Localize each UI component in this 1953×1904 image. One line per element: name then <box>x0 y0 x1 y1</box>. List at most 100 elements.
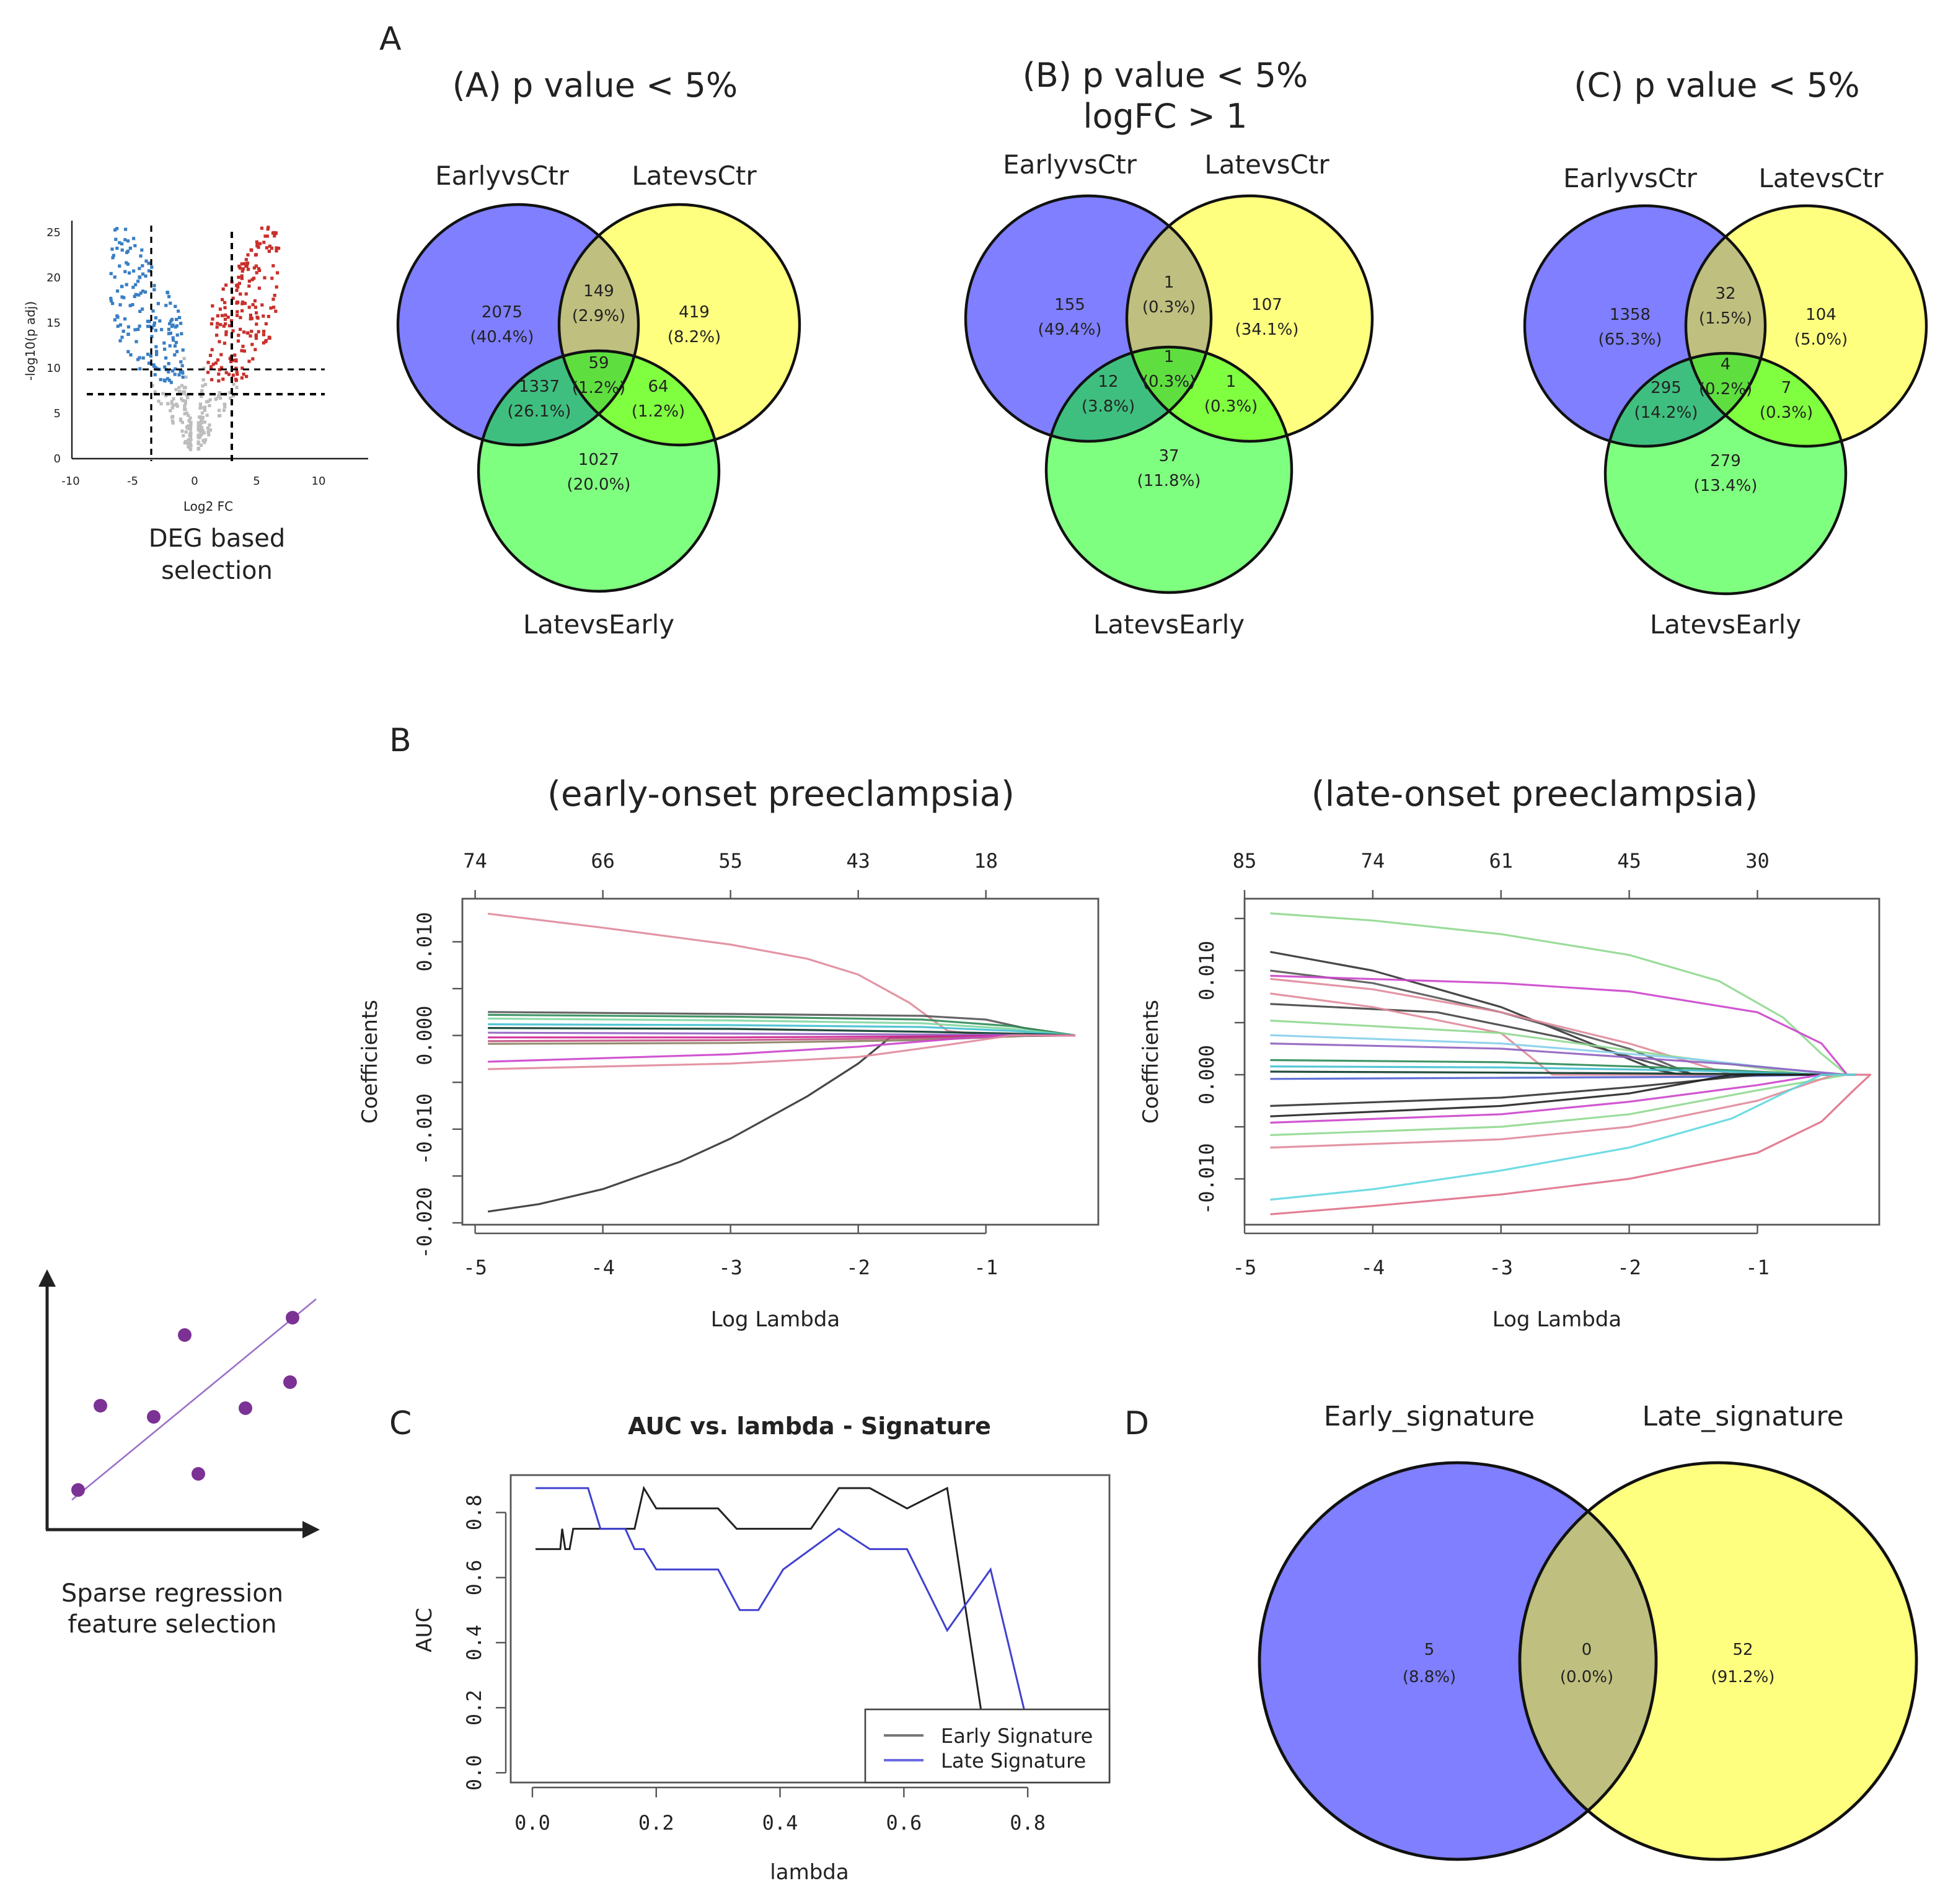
volcano-point <box>186 424 190 428</box>
volcano-point <box>240 309 244 312</box>
volcano-point <box>183 412 187 416</box>
volcano-point <box>268 244 271 248</box>
volcano-point <box>155 353 159 356</box>
y-tick-label: -0.010 <box>413 1093 436 1165</box>
volcano-point <box>237 281 241 285</box>
volcano-point <box>118 264 121 268</box>
volcano-point <box>237 275 240 279</box>
volcano-point <box>124 227 128 231</box>
venn-region-count: 4 <box>1721 355 1731 374</box>
venn-region-percent: (2.9%) <box>572 307 625 325</box>
volcano-point <box>218 391 221 395</box>
sparse-regression-illustration <box>38 1269 320 1538</box>
volcano-point <box>223 306 227 309</box>
volcano-point <box>277 247 281 250</box>
volcano-point <box>218 368 221 372</box>
volcano-point <box>196 426 200 430</box>
volcano-point <box>216 322 219 325</box>
volcano-point <box>206 371 210 374</box>
venn-region-percent: (1.5%) <box>1699 309 1752 328</box>
volcano-point <box>155 350 159 353</box>
volcano-point <box>217 379 221 383</box>
volcano-point <box>170 406 174 410</box>
volcano-point <box>120 242 124 245</box>
volcano-point <box>109 296 113 300</box>
x-tick-label: -1 <box>1745 1256 1770 1279</box>
volcano-point <box>265 246 268 250</box>
venn-title: (C) p value < 5% <box>1574 66 1859 105</box>
venn-region-count: 7 <box>1781 379 1792 397</box>
x-tick-label: 5 <box>253 475 260 488</box>
panel-letter-c: C <box>389 1405 412 1442</box>
auc-line-late <box>536 1487 1026 1712</box>
coefficient-path <box>488 1034 1075 1070</box>
volcano-point <box>149 354 152 358</box>
volcano-point <box>235 386 239 389</box>
volcano-point <box>180 430 184 433</box>
volcano-point <box>223 317 227 321</box>
y-tick-label: 0.6 <box>462 1559 486 1595</box>
venn-region-count: 1 <box>1226 372 1237 391</box>
volcano-point <box>222 408 226 412</box>
volcano-point <box>134 340 138 343</box>
volcano-point <box>216 358 220 362</box>
volcano-point <box>141 307 144 311</box>
volcano-point <box>160 328 164 332</box>
volcano-point <box>238 266 242 270</box>
volcano-point <box>224 313 227 317</box>
y-tick-label: 0.4 <box>462 1624 486 1660</box>
venn-circle-latevsearly <box>478 351 719 591</box>
volcano-point <box>118 323 122 327</box>
volcano-point <box>128 271 131 275</box>
volcano-point <box>189 421 193 425</box>
volcano-point <box>134 293 138 296</box>
volcano-point <box>121 329 125 333</box>
volcano-point <box>168 322 172 325</box>
volcano-point <box>240 262 244 266</box>
volcano-point <box>182 434 185 438</box>
venn-region-percent: (34.1%) <box>1235 320 1299 339</box>
volcano-point <box>180 384 184 387</box>
x-tick-label: 10 <box>312 475 326 488</box>
volcano-point <box>200 421 204 425</box>
coefficient-path <box>488 1013 1076 1037</box>
volcano-point <box>113 275 117 279</box>
volcano-point <box>217 372 221 376</box>
volcano-point <box>157 399 161 403</box>
venn-region-count: 279 <box>1710 452 1741 470</box>
venn-circle-outline <box>1603 351 1848 596</box>
venn-region-percent: (8.2%) <box>668 328 721 346</box>
auc-vs-lambda-plot: AUC vs. lambda - Signature 0.0 0.2 0.4 0.6 0.… <box>412 1413 1111 1885</box>
y-axis-label: -log10(p adj) <box>23 301 38 381</box>
x-axis-label: lambda <box>770 1860 849 1885</box>
volcano-point <box>235 370 239 374</box>
coefficient-path <box>1270 1073 1856 1124</box>
volcano-point <box>125 261 128 265</box>
volcano-point <box>136 358 140 361</box>
volcano-point <box>179 370 182 374</box>
venn-circle-late-signature <box>1520 1463 1916 1859</box>
volcano-point <box>246 331 250 335</box>
x-tick-label: -5 <box>463 1256 487 1279</box>
volcano-point <box>141 264 144 268</box>
x-tick-label: 0.8 <box>1010 1811 1046 1835</box>
volcano-point <box>232 382 236 386</box>
volcano-point <box>254 334 258 338</box>
volcano-point <box>183 399 187 403</box>
volcano-point <box>200 443 203 447</box>
volcano-point <box>175 404 179 408</box>
volcano-point <box>123 317 127 321</box>
volcano-point <box>229 359 233 363</box>
volcano-point <box>214 361 218 365</box>
volcano-point <box>244 258 248 262</box>
venn-circle-outline <box>1518 1461 1918 1861</box>
top-tick-label: 74 <box>1361 849 1385 873</box>
volcano-point <box>123 270 127 273</box>
volcano-point <box>200 395 203 399</box>
volcano-point <box>263 276 267 280</box>
volcano-point <box>166 377 170 381</box>
venn-region-percent: (0.3%) <box>1760 403 1813 422</box>
volcano-point <box>267 226 270 229</box>
arrow-head <box>302 1521 320 1538</box>
